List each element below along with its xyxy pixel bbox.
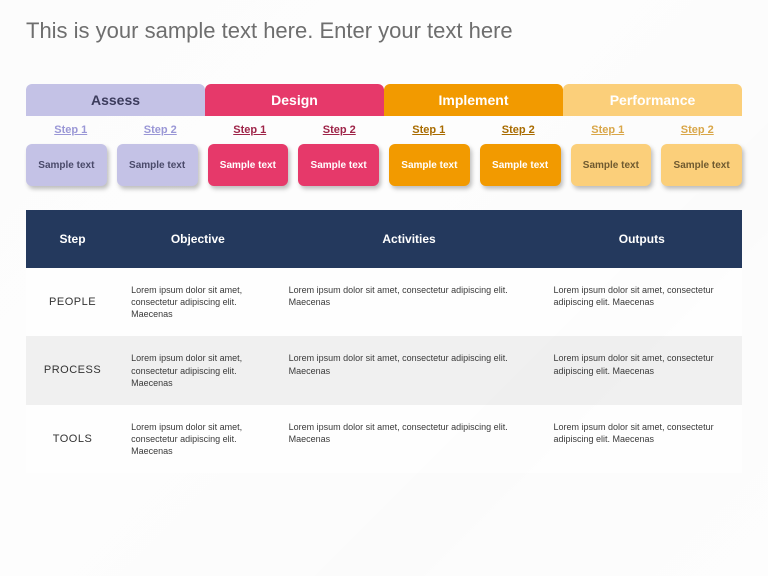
detail-table: Step Objective Activities Outputs PEOPLE…: [26, 210, 742, 473]
table-row: PROCESS Lorem ipsum dolor sit amet, cons…: [26, 336, 742, 404]
table-row: PEOPLE Lorem ipsum dolor sit amet, conse…: [26, 268, 742, 336]
cell-people-outputs: Lorem ipsum dolor sit amet, consectetur …: [542, 268, 743, 336]
step-link-design-2[interactable]: Step 2: [295, 124, 385, 136]
col-activities: Activities: [277, 210, 542, 268]
table-row: TOOLS Lorem ipsum dolor sit amet, consec…: [26, 405, 742, 473]
cell-people-objective: Lorem ipsum dolor sit amet, consectetur …: [119, 268, 277, 336]
cell-people-activities: Lorem ipsum dolor sit amet, consectetur …: [277, 268, 542, 336]
phase-tab-assess: Assess: [26, 84, 205, 116]
step-link-row: Step 1 Step 2 Step 1 Step 2 Step 1 Step …: [26, 124, 742, 136]
phase-tab-implement: Implement: [384, 84, 563, 116]
card-assess-2: Sample text: [117, 144, 198, 186]
cell-tools-outputs: Lorem ipsum dolor sit amet, consectetur …: [542, 405, 743, 473]
row-label-people: PEOPLE: [26, 268, 119, 336]
card-design-2: Sample text: [298, 144, 379, 186]
page-title: This is your sample text here. Enter you…: [26, 18, 742, 44]
step-link-assess-2[interactable]: Step 2: [116, 124, 206, 136]
step-link-performance-1[interactable]: Step 1: [563, 124, 653, 136]
cell-tools-activities: Lorem ipsum dolor sit amet, consectetur …: [277, 405, 542, 473]
card-assess-1: Sample text: [26, 144, 107, 186]
row-label-tools: TOOLS: [26, 405, 119, 473]
col-outputs: Outputs: [542, 210, 743, 268]
row-label-process: PROCESS: [26, 336, 119, 404]
col-step: Step: [26, 210, 119, 268]
phase-tab-performance: Performance: [563, 84, 742, 116]
card-design-1: Sample text: [208, 144, 289, 186]
step-link-implement-1[interactable]: Step 1: [384, 124, 474, 136]
card-row: Sample text Sample text Sample text Samp…: [26, 144, 742, 186]
step-link-assess-1[interactable]: Step 1: [26, 124, 116, 136]
cell-process-activities: Lorem ipsum dolor sit amet, consectetur …: [277, 336, 542, 404]
phase-tab-design: Design: [205, 84, 384, 116]
card-implement-2: Sample text: [480, 144, 561, 186]
col-objective: Objective: [119, 210, 277, 268]
step-link-implement-2[interactable]: Step 2: [474, 124, 564, 136]
step-link-design-1[interactable]: Step 1: [205, 124, 295, 136]
step-link-performance-2[interactable]: Step 2: [653, 124, 743, 136]
card-performance-1: Sample text: [571, 144, 652, 186]
card-performance-2: Sample text: [661, 144, 742, 186]
table-header-row: Step Objective Activities Outputs: [26, 210, 742, 268]
cell-process-objective: Lorem ipsum dolor sit amet, consectetur …: [119, 336, 277, 404]
cell-process-outputs: Lorem ipsum dolor sit amet, consectetur …: [542, 336, 743, 404]
card-implement-1: Sample text: [389, 144, 470, 186]
cell-tools-objective: Lorem ipsum dolor sit amet, consectetur …: [119, 405, 277, 473]
phase-tab-row: Assess Design Implement Performance: [26, 84, 742, 116]
